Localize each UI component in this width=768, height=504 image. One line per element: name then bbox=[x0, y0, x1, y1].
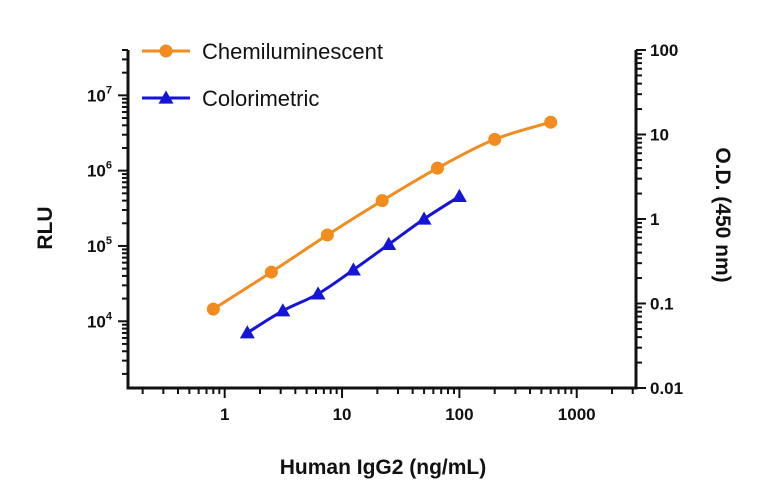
y-left-tick-label: 106 bbox=[87, 160, 112, 181]
series-layer bbox=[206, 115, 558, 339]
data-point bbox=[275, 303, 291, 317]
y-right-tick-label: 1 bbox=[650, 210, 659, 229]
data-point bbox=[451, 188, 467, 203]
legend-item: Colorimetric bbox=[142, 86, 319, 111]
data-point bbox=[239, 325, 255, 339]
data-point bbox=[416, 211, 432, 225]
series-colorimetric bbox=[239, 188, 467, 339]
legend: Chemiluminescent Colorimetric bbox=[142, 39, 383, 111]
ticks: 1 10 100 1000 104 105 106 107 0.01 0.1 1 10 100 bbox=[87, 41, 683, 424]
data-point bbox=[345, 262, 361, 276]
legend-item: Chemiluminescent bbox=[142, 39, 383, 64]
series-chemiluminescent bbox=[206, 115, 558, 316]
data-point bbox=[310, 286, 326, 300]
y-right-tick-label: 0.1 bbox=[650, 295, 674, 314]
x-tick-label: 1 bbox=[220, 405, 229, 424]
data-point bbox=[430, 161, 444, 175]
y-right-tick-label: 100 bbox=[650, 41, 678, 60]
x-tick-label: 10 bbox=[333, 405, 352, 424]
y-left-tick-label: 105 bbox=[87, 235, 112, 256]
data-point bbox=[264, 265, 278, 279]
data-point bbox=[544, 115, 558, 129]
y-right-axis-title: O.D. (450 nm) bbox=[711, 147, 734, 282]
legend-triangle-marker bbox=[158, 90, 174, 104]
x-tick-label: 100 bbox=[445, 405, 473, 424]
y-right-tick-label: 10 bbox=[650, 126, 669, 145]
y-left-tick-label: 104 bbox=[87, 310, 113, 331]
series-line bbox=[212, 120, 552, 311]
data-point bbox=[381, 236, 397, 251]
y-right-tick-label: 0.01 bbox=[650, 379, 683, 398]
legend-circle-marker bbox=[159, 44, 173, 58]
x-tick-label: 1000 bbox=[558, 405, 596, 424]
x-axis-title: Human IgG2 (ng/mL) bbox=[280, 456, 487, 479]
data-point bbox=[488, 132, 502, 146]
data-point bbox=[375, 194, 389, 208]
y-left-axis-title: RLU bbox=[34, 206, 57, 249]
data-point bbox=[320, 228, 334, 242]
legend-label: Colorimetric bbox=[202, 86, 319, 111]
legend-label: Chemiluminescent bbox=[202, 39, 383, 64]
y-left-tick-label: 107 bbox=[87, 84, 112, 105]
data-point bbox=[206, 302, 220, 316]
